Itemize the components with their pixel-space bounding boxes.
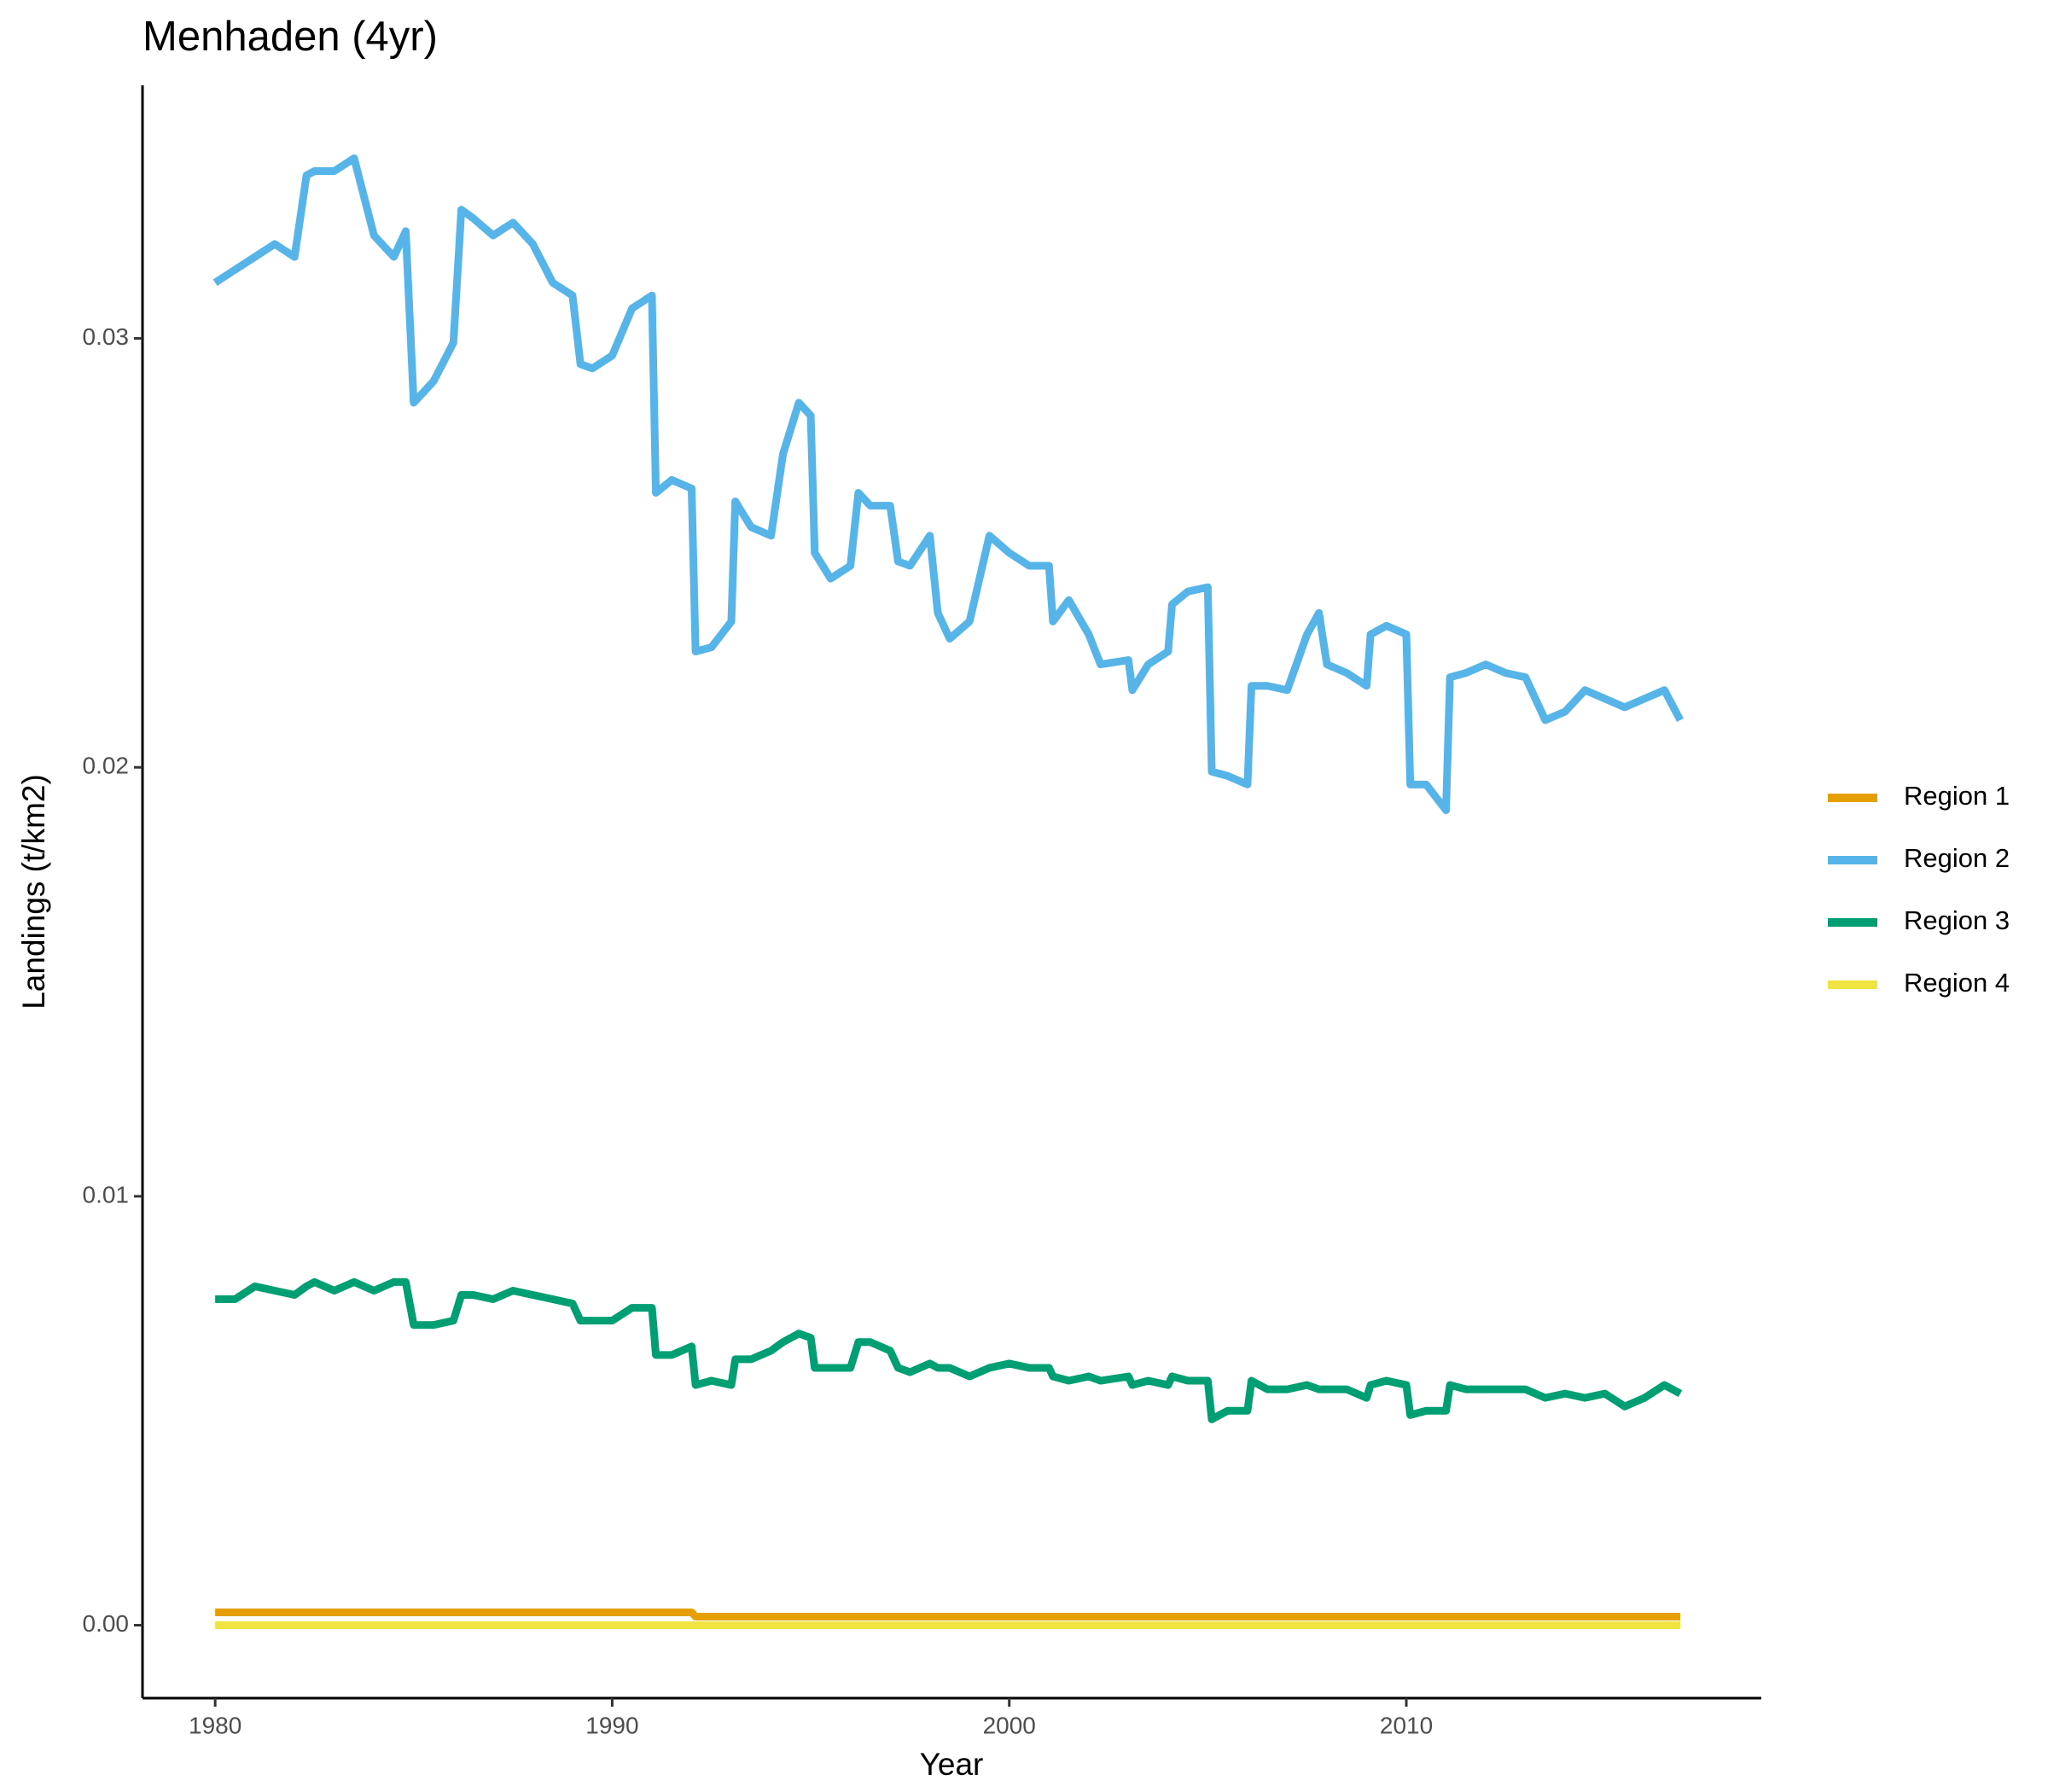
- legend-label: Region 3: [1904, 905, 2010, 935]
- x-tick-label: 2000: [983, 1712, 1036, 1738]
- x-tick-label: 1980: [189, 1712, 241, 1738]
- y-axis-title: Landings (t/km2): [16, 774, 51, 1009]
- legend-label: Region 4: [1904, 968, 2010, 998]
- y-tick-label: 0.00: [83, 1610, 130, 1637]
- x-tick-label: 2010: [1380, 1712, 1433, 1738]
- legend-label: Region 2: [1904, 843, 2010, 873]
- x-tick-label: 1990: [585, 1712, 638, 1738]
- y-tick-label: 0.03: [83, 323, 130, 350]
- x-axis-title: Year: [920, 1747, 984, 1782]
- chart-title: Menhaden (4yr): [143, 14, 438, 60]
- series-line: [212, 154, 1684, 814]
- y-tick-label: 0.01: [83, 1181, 130, 1207]
- series-line: [215, 1608, 1681, 1620]
- legend-label: Region 1: [1904, 781, 2010, 811]
- y-tick-label: 0.02: [83, 753, 130, 779]
- series-line: [215, 1277, 1683, 1423]
